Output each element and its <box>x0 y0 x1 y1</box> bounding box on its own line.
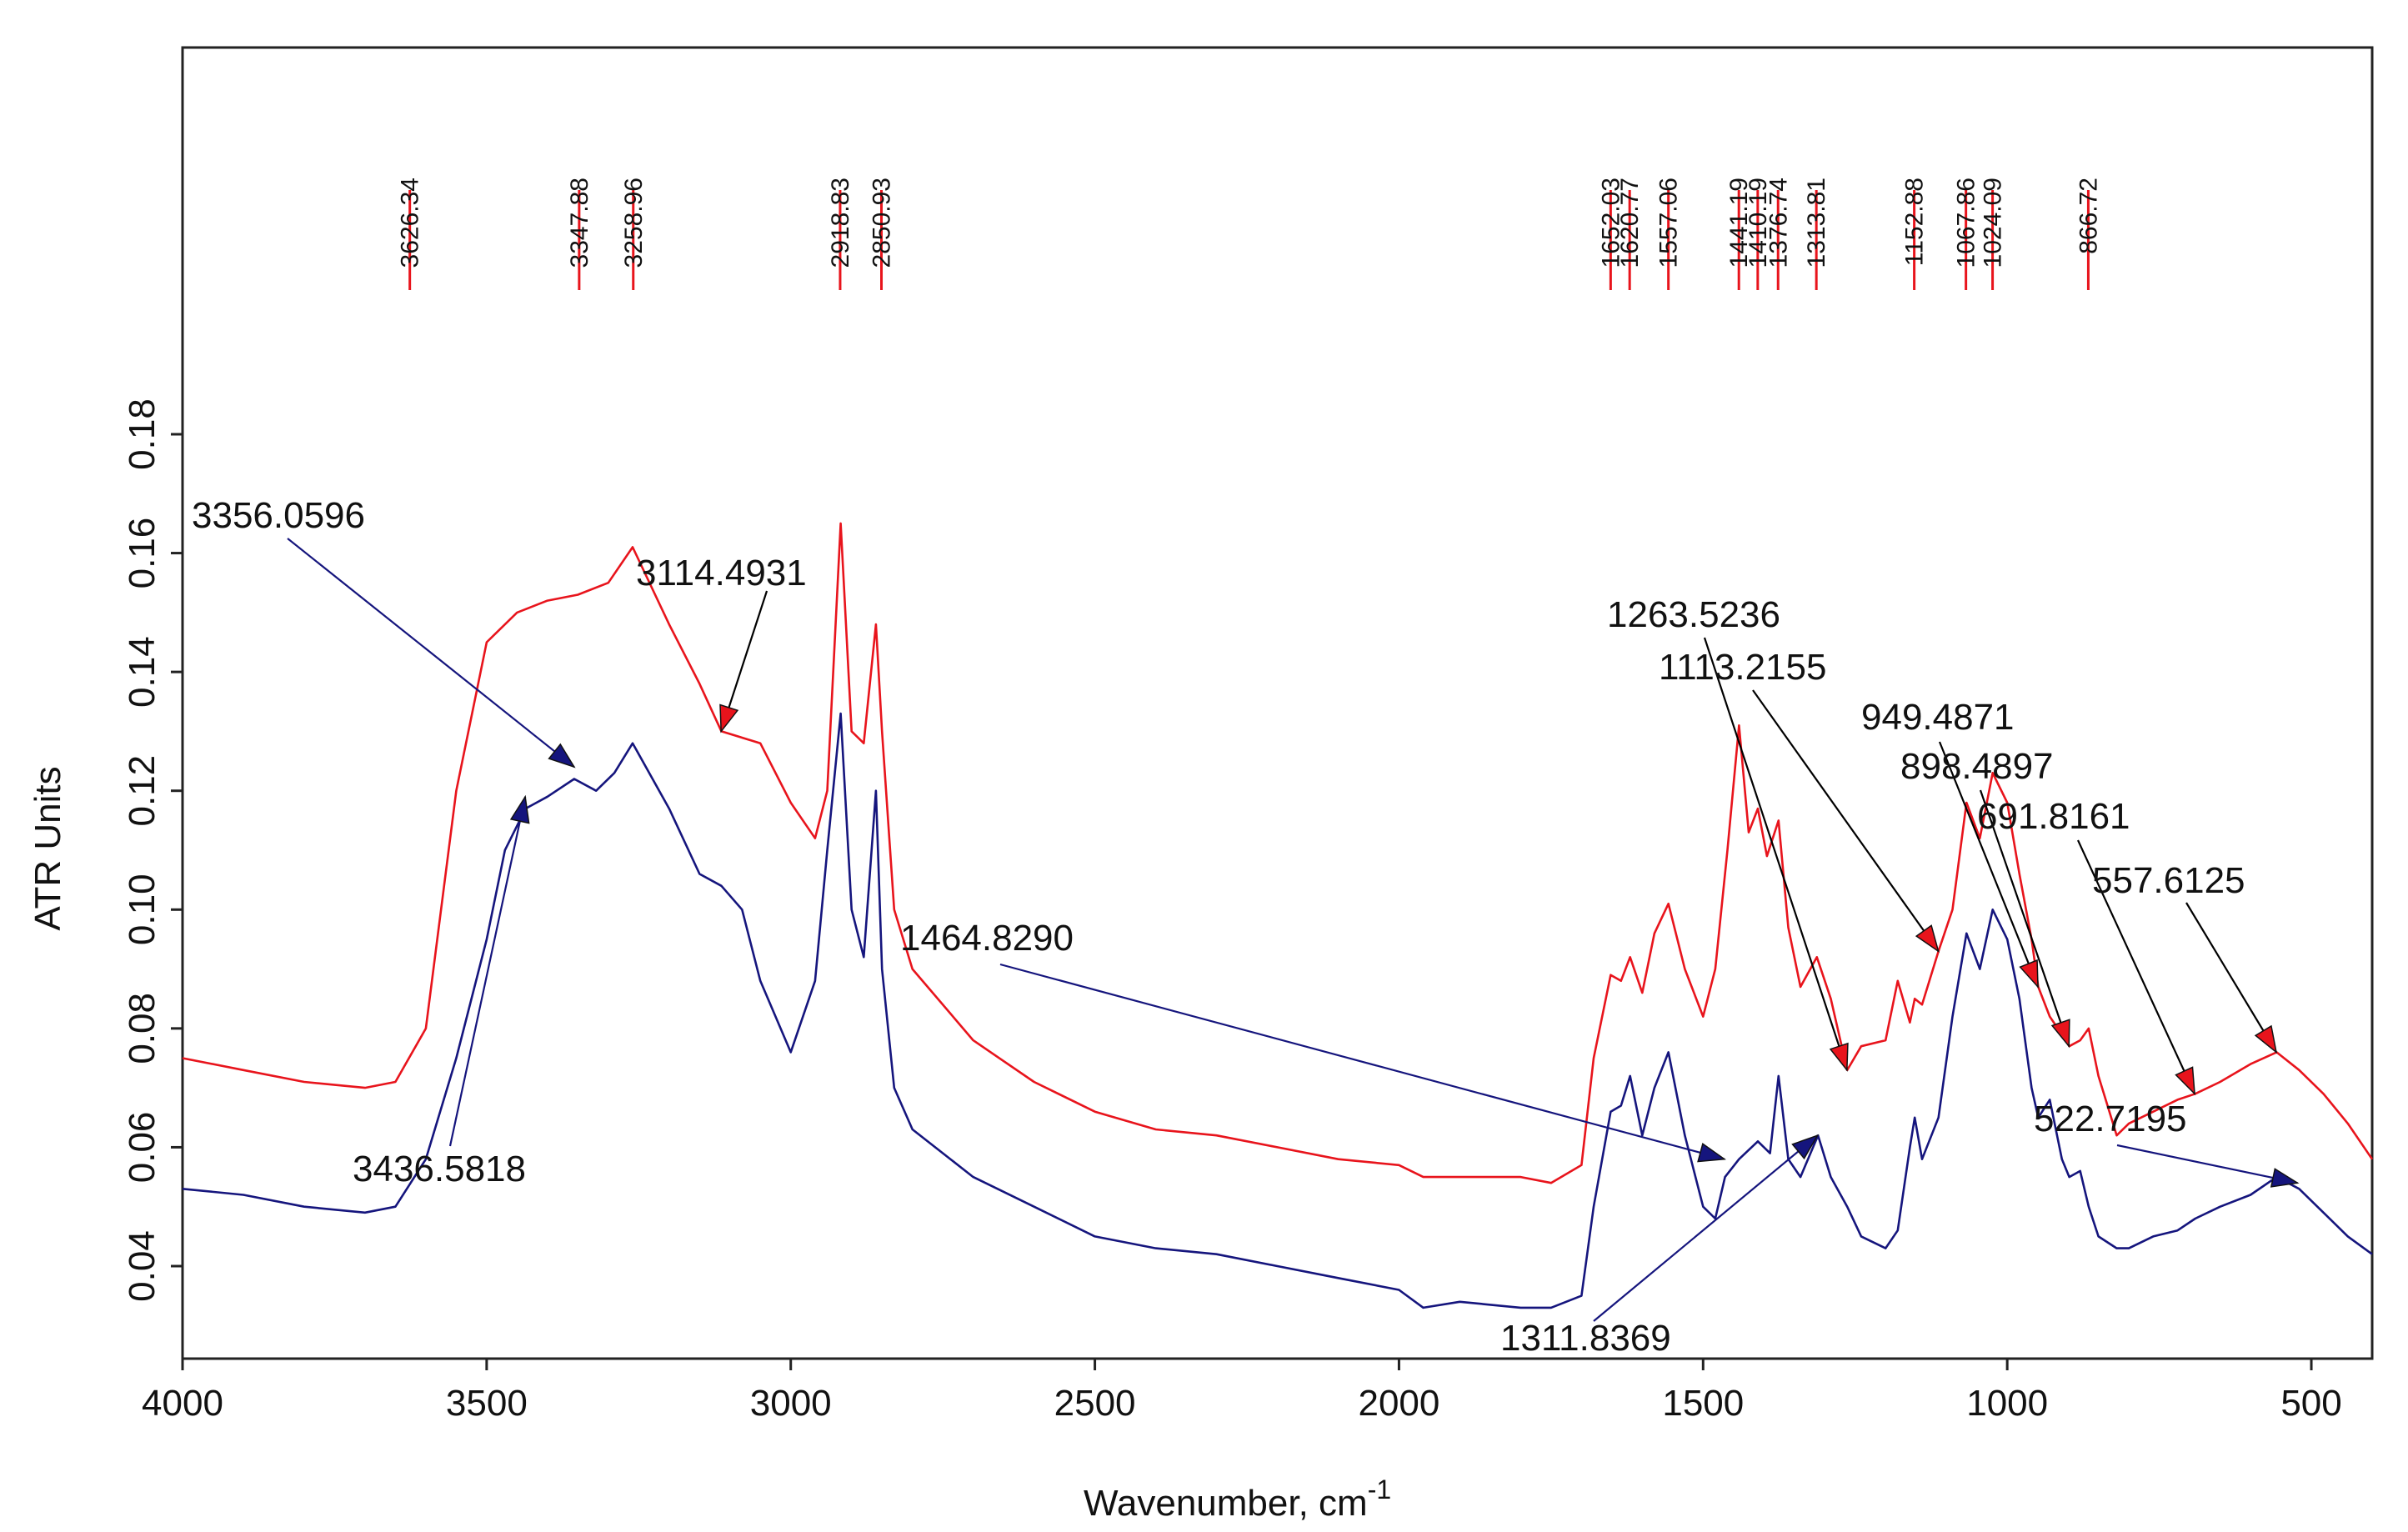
y-tick-label: 0.16 <box>122 518 163 589</box>
x-tick-label: 1000 <box>1966 1383 2048 1424</box>
annotation-arrowhead <box>719 703 739 733</box>
x-tick-label: 2500 <box>1054 1383 1136 1424</box>
x-tick-label: 1500 <box>1662 1383 1744 1424</box>
annotation-arrow-line <box>1703 637 1848 1071</box>
annotation-label: 3356.0596 <box>192 495 365 536</box>
x-axis: 4000 3500 3000 2500 2000 1500 1000 500 <box>142 1359 2342 1424</box>
blue-spectrum-line <box>182 712 2373 1309</box>
y-tick-label: 0.04 <box>122 1230 163 1302</box>
y-tick-label: 0.10 <box>122 874 163 945</box>
annotation-arrowhead <box>2254 1024 2278 1054</box>
annotation-label: 3436.5818 <box>353 1149 526 1189</box>
annotation-arrow-line <box>2116 1144 2298 1184</box>
annotation-label: 691.8161 <box>1977 796 2130 837</box>
peak-marker-label: 1313.81 <box>1803 178 1830 268</box>
peak-marker-label: 1620.77 <box>1616 178 1644 268</box>
peak-marker-label: 1652.03 <box>1597 178 1625 268</box>
annotation-arrow-line <box>2185 902 2277 1053</box>
y-tick-label: 0.06 <box>122 1112 163 1184</box>
annotation-arrowhead <box>2019 959 2039 989</box>
red-spectrum-line <box>182 522 2374 1184</box>
annotation-arrowhead <box>1791 1134 1820 1160</box>
annotation-label: 1464.8290 <box>900 918 1074 959</box>
plot-frame <box>181 46 2374 1360</box>
annotation-label: 1311.8369 <box>1500 1318 1671 1359</box>
peak-marker-label: 3258.96 <box>620 178 648 268</box>
annotation-label: 1113.2155 <box>1659 647 1826 688</box>
annotation-layer: 3356.0596 3114.4931 3436.5818 1464.8290 1263… <box>192 495 2300 1359</box>
peak-marker-label: 1410.19 <box>1745 178 1772 268</box>
annotation-arrow-line <box>448 796 527 1147</box>
x-tick-label: 3500 <box>446 1383 528 1424</box>
annotation-arrowhead <box>548 743 576 769</box>
annotation-arrow-line <box>1593 1134 1819 1322</box>
annotation-label: 898.4897 <box>1900 746 2054 787</box>
annotation-arrowhead <box>1915 924 1940 953</box>
annotation-arrowhead <box>2050 1019 2070 1049</box>
peak-marker-label: 1557.06 <box>1655 178 1683 268</box>
peak-marker-label: 3626.34 <box>397 178 424 268</box>
annotation-arrow-line <box>2077 839 2196 1094</box>
peak-marker-label: 1152.88 <box>1901 178 1929 266</box>
annotation-arrowhead <box>509 794 530 824</box>
y-tick-label: 0.08 <box>122 993 163 1064</box>
peak-marker-label: 1376.74 <box>1765 178 1792 268</box>
x-tick-label: 500 <box>2280 1383 2341 1424</box>
annotation-arrow-line <box>1752 689 1940 952</box>
y-axis-title: ATR Units <box>28 766 68 930</box>
annotation-label: 949.4871 <box>1861 697 2015 738</box>
annotation-label: 557.6125 <box>2092 860 2245 901</box>
peak-marker-label: 1441.19 <box>1725 178 1753 268</box>
annotation-arrow-line <box>1979 789 2070 1047</box>
x-axis-title-main: Wavenumber, cm <box>1084 1483 1368 1524</box>
series-layer <box>182 522 2374 1309</box>
annotation-label: 1263.5236 <box>1607 594 1780 635</box>
y-tick-label: 0.18 <box>122 398 163 470</box>
x-tick-label: 4000 <box>142 1383 223 1424</box>
x-tick-label: 2000 <box>1358 1383 1439 1424</box>
annotation-arrowhead <box>2175 1066 2195 1096</box>
annotation-arrowhead <box>2270 1168 2300 1188</box>
peak-marker-label: 1067.86 <box>1953 178 1980 268</box>
annotation-label: 522.7195 <box>2034 1099 2187 1139</box>
annotation-arrowhead <box>1697 1143 1727 1163</box>
peak-marker-label: 866.72 <box>2075 178 2102 254</box>
x-axis-title: Wavenumber, cm-1 <box>1084 1474 1391 1524</box>
peak-marker-label: 2918.83 <box>827 178 854 268</box>
peak-marker-label: 3347.88 <box>566 178 593 268</box>
annotation-arrow-line <box>999 963 1725 1160</box>
peak-marker-layer: 3626.34 3347.88 3258.96 2918.83 2850.93 1652.… <box>397 178 2102 290</box>
y-axis: 0.04 0.06 0.08 0.10 0.12 0.14 0.16 0.18 <box>122 398 183 1302</box>
annotation-label: 3114.4931 <box>636 553 807 593</box>
annotation-arrow-line <box>287 538 575 769</box>
y-tick-label: 0.12 <box>122 755 163 827</box>
annotation-arrowhead <box>1829 1042 1849 1072</box>
x-axis-title-sup: -1 <box>1368 1474 1391 1504</box>
peak-marker-label: 1024.09 <box>1980 178 2007 268</box>
y-tick-label: 0.14 <box>122 636 163 708</box>
annotation-arrow-line <box>1938 741 2040 988</box>
peak-marker-label: 2850.93 <box>869 178 896 268</box>
x-tick-label: 3000 <box>750 1383 832 1424</box>
